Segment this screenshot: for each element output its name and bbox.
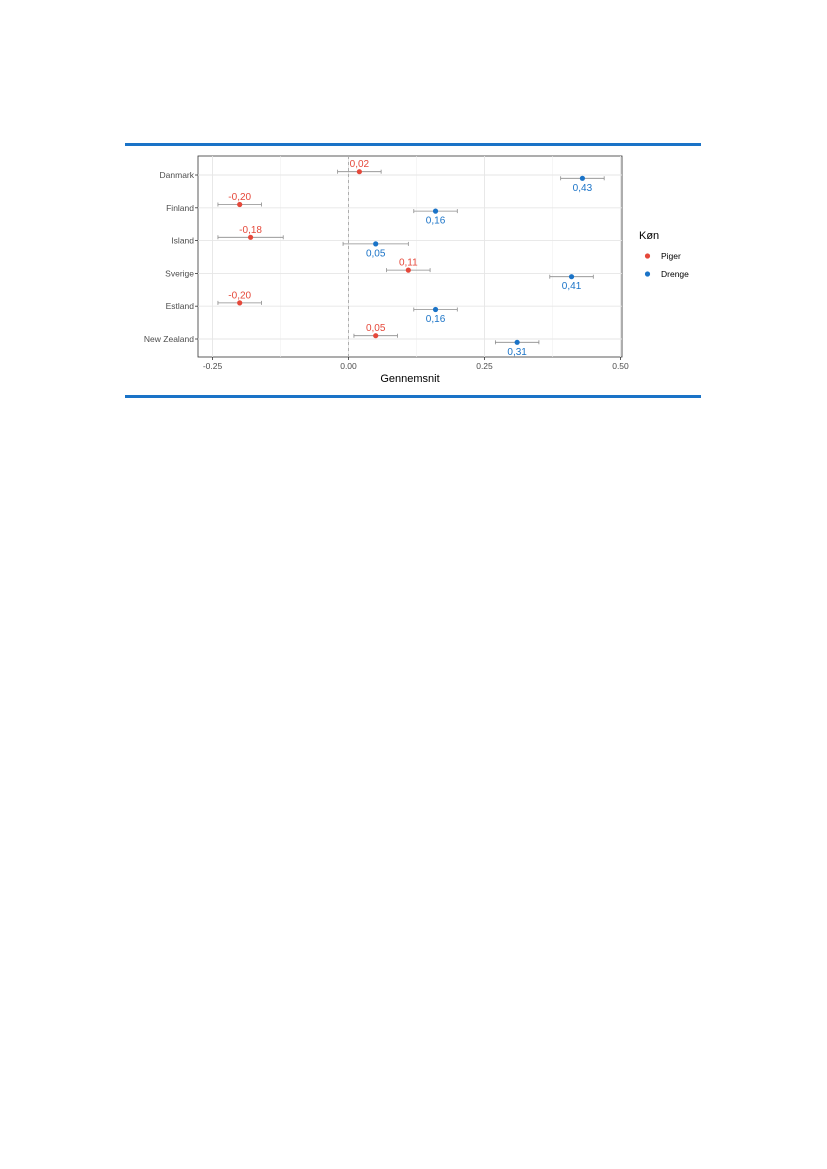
x-tick-label: 0.50: [612, 361, 629, 371]
data-point: [356, 169, 362, 175]
data-label: 0,43: [573, 183, 593, 194]
data-point: [373, 333, 379, 339]
y-tick-label: Finland: [166, 203, 194, 213]
data-point: [405, 267, 411, 273]
data-point: [579, 175, 586, 181]
data-point: [568, 274, 575, 280]
data-label: 0,41: [562, 281, 582, 292]
data-label: -0,18: [239, 225, 262, 236]
plot-panel: [197, 155, 623, 358]
legend-key: [644, 271, 651, 277]
data-label: 0,02: [350, 159, 370, 170]
data-point: [514, 339, 520, 345]
data-point: [237, 201, 243, 208]
y-tick-label: New Zealand: [144, 334, 194, 344]
x-axis-title: Gennemsnit: [380, 373, 439, 385]
data-label: -0,20: [228, 192, 251, 203]
y-tick-label: Sverige: [165, 268, 194, 278]
legend-title: Køn: [639, 230, 659, 242]
data-label: -0,20: [228, 290, 251, 301]
data-point: [432, 208, 439, 214]
data-label: 0,11: [399, 258, 418, 269]
x-tick-label: 0.25: [476, 361, 493, 371]
legend-key: [644, 253, 651, 259]
legend-label: Piger: [661, 251, 681, 261]
y-tick-label: Island: [171, 236, 194, 246]
x-tick-label: 0.00: [340, 361, 357, 371]
data-label: 0,05: [366, 248, 386, 259]
data-point: [237, 300, 243, 306]
data-point: [373, 241, 379, 247]
data-point: [432, 306, 439, 313]
top-rule: [125, 143, 701, 146]
bottom-rule: [125, 395, 701, 398]
y-tick-label: Danmark: [160, 170, 195, 180]
data-label: 0,16: [426, 314, 446, 325]
y-tick-label: Estland: [166, 301, 195, 311]
data-label: 0,16: [426, 216, 446, 227]
data-point: [247, 234, 254, 240]
legend-label: Drenge: [661, 269, 689, 279]
x-tick-label: -0.25: [203, 361, 223, 371]
data-label: 0,31: [507, 347, 527, 358]
data-label: 0,05: [366, 323, 386, 334]
